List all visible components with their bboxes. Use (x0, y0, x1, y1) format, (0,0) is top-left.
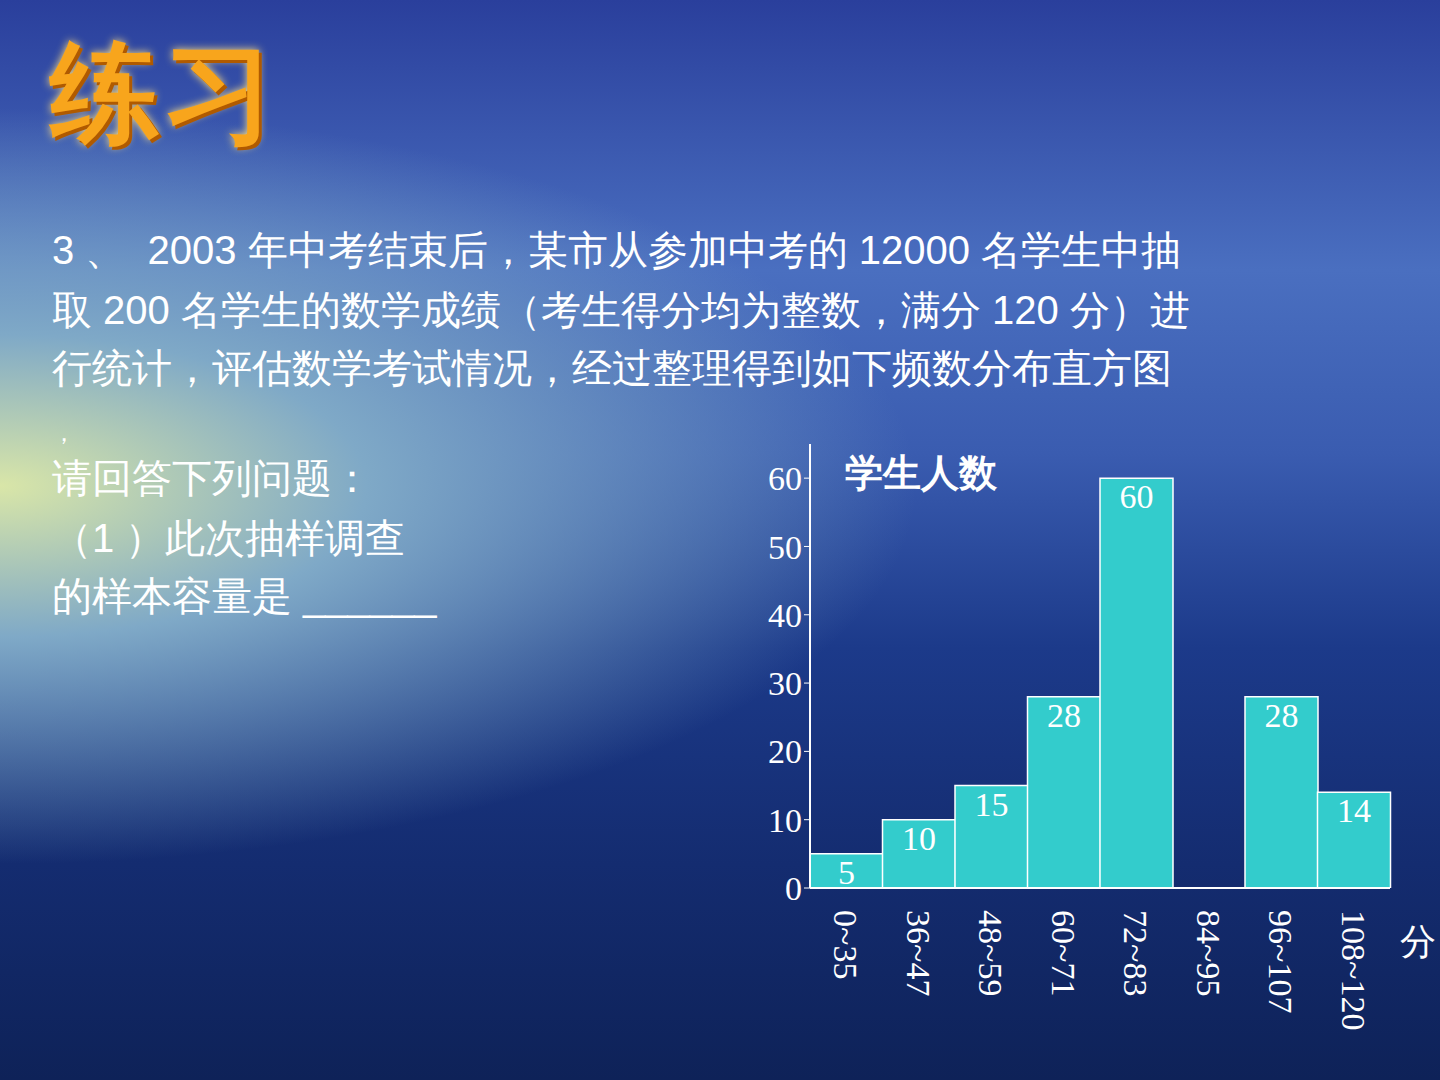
html-text:练习: 练习 (50, 31, 278, 154)
html-text:行统计，评估数学考试情况，经过整理得到如下频数分布直方图: 行统计，评估数学考试情况，经过整理得到如下频数分布直方图 (52, 346, 1172, 390)
svg-text:10: 10 (902, 820, 936, 857)
svg-text:5: 5 (838, 854, 855, 891)
svg-text:20: 20 (768, 733, 802, 770)
svg-text:48~59: 48~59 (972, 910, 1009, 996)
svg-text:0: 0 (785, 870, 802, 907)
svg-text:72~83: 72~83 (1117, 910, 1154, 996)
svg-text:28: 28 (1265, 697, 1299, 734)
svg-text:50: 50 (768, 529, 802, 566)
html-text:学生人数: 学生人数 (845, 452, 997, 494)
html-text:取 200 名学生的数学成绩（考生得分均为整数，满分 120: 取 200 名学生的数学成绩（考生得分均为整数，满分 120 分）进 (52, 288, 1190, 332)
html-text:3 、 2003 年中考结束后，某市从参加中考的 12000: 3 、 2003 年中考结束后，某市从参加中考的 12000 名学生中抽 (52, 228, 1182, 272)
svg-text:28: 28 (1047, 697, 1081, 734)
svg-text:10: 10 (768, 802, 802, 839)
svg-text:84~95: 84~95 (1190, 910, 1227, 996)
svg-text:14: 14 (1337, 792, 1371, 829)
html-text:的样本容量是 ______: 的样本容量是 ______ (52, 574, 437, 618)
html-text:请回答下列问题：: 请回答下列问题： (52, 456, 372, 500)
svg-text:40: 40 (768, 597, 802, 634)
html-text:（1 ）此次抽样调查: （1 ）此次抽样调查 (52, 516, 406, 560)
svg-text:15: 15 (975, 786, 1009, 823)
svg-text:60: 60 (1120, 478, 1154, 515)
svg-text:0~35: 0~35 (827, 910, 864, 979)
html-text:分: 分 (1400, 921, 1436, 962)
svg-text:60: 60 (768, 460, 802, 497)
svg-text:96~107: 96~107 (1262, 910, 1299, 1013)
svg-text:108~120: 108~120 (1335, 910, 1372, 1030)
svg-text:36~47: 36~47 (900, 910, 937, 996)
svg-text:60~71: 60~71 (1045, 910, 1082, 996)
svg-text:30: 30 (768, 665, 802, 702)
